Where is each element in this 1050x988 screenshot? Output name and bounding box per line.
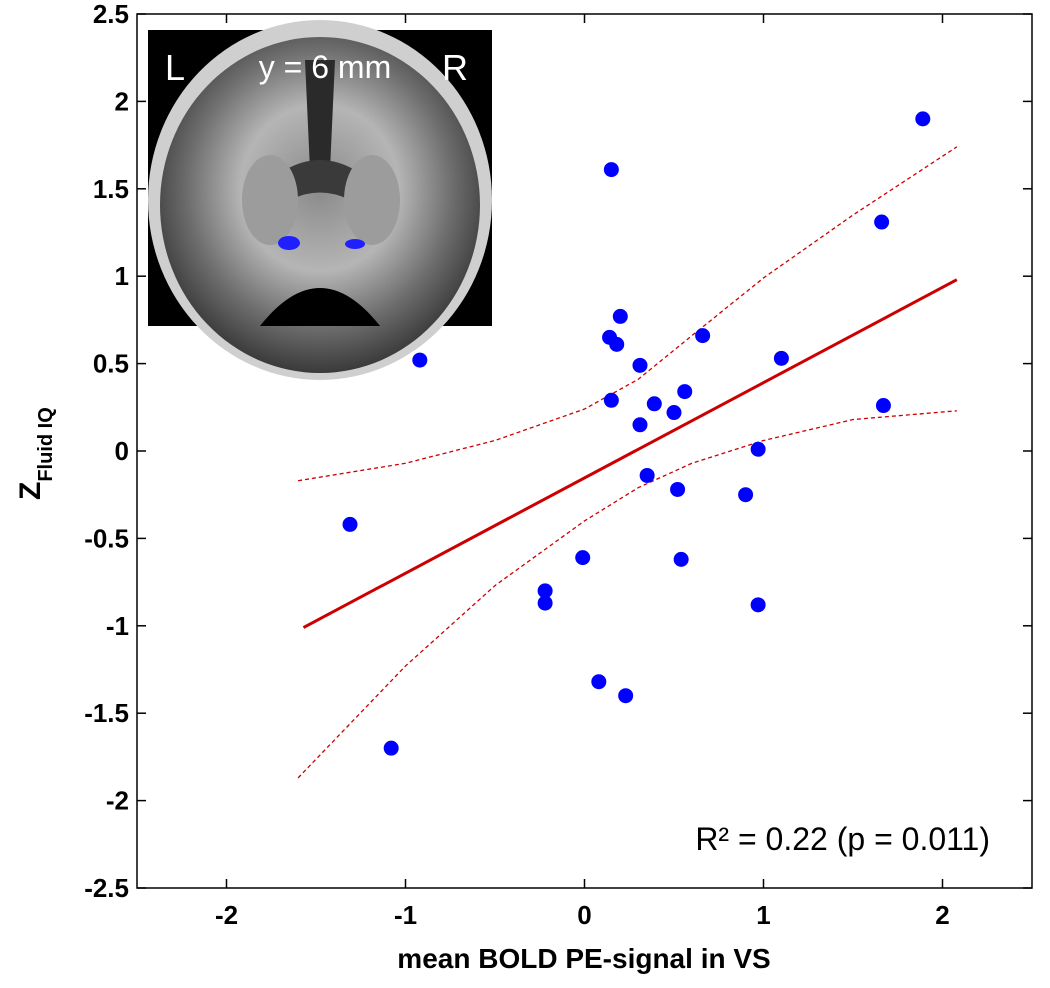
point [874,214,890,230]
y-tick-label: 1 [115,261,129,291]
brainstem-gap [260,288,380,326]
y-tick-label: 2.5 [93,0,129,29]
point [673,551,689,567]
point [750,441,766,457]
point [383,740,399,756]
y-label-main: Z [14,482,47,500]
y-axis-label: ZFluid IQ [14,407,57,500]
point [915,111,931,127]
point [875,398,891,414]
y-tick-label: -1.5 [84,698,129,728]
y-tick-label: -2 [106,786,129,816]
point [646,396,662,412]
brain [160,37,480,373]
y-tick-label: 0.5 [93,349,129,379]
x-axis-label: mean BOLD PE-signal in VS [397,943,770,974]
y-tick-label: 0 [115,436,129,466]
activation-left [278,236,300,250]
point [412,352,428,368]
point [537,595,553,611]
point [677,384,693,400]
point [666,405,682,421]
x-tick-label: 1 [756,900,770,930]
x-tick-label: -2 [215,900,238,930]
point [575,550,591,566]
point [591,674,607,690]
point [537,583,553,599]
annotation: R² = 0.22 (p = 0.011) [695,821,990,857]
point [750,597,766,613]
point [632,357,648,373]
striatum-right [344,155,400,245]
x-tick-label: 2 [935,900,949,930]
x-tick-label: 0 [577,900,591,930]
y-label-sub: Fluid IQ [35,407,57,481]
fissure [305,60,335,170]
brain-inset: L y = 6 mm R [148,20,492,380]
point [342,516,358,532]
inset-label: L [165,47,185,88]
activation-right [345,239,365,249]
inset-label: R [442,47,468,88]
fit-line [302,278,958,629]
point [609,336,625,352]
point [773,350,789,366]
point [639,467,655,483]
confidence-line [297,410,957,779]
point [612,308,628,324]
point [603,162,619,178]
point [603,392,619,408]
y-tick-label: -2.5 [84,873,129,903]
point [738,487,754,503]
point [695,328,711,344]
x-tick-label: -1 [394,900,417,930]
confidence-line [297,146,958,482]
ventricle [285,160,355,200]
y-tick-label: 1.5 [93,174,129,204]
y-tick-label: -0.5 [84,523,129,553]
y-tick-label: 2 [115,86,129,116]
striatum-left [242,155,298,245]
point [670,481,686,497]
y-tick-label: -1 [106,611,129,641]
point [632,417,648,433]
inset-label: y = 6 mm [259,49,391,85]
point [618,688,634,704]
